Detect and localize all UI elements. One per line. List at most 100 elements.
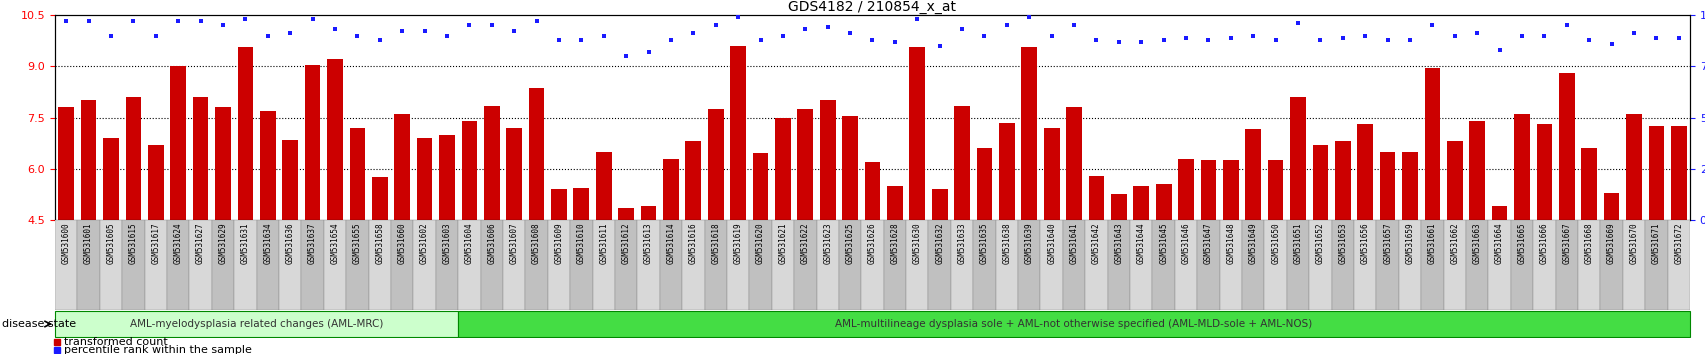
Point xyxy=(75,18,102,24)
Bar xyxy=(1175,220,1197,310)
Bar xyxy=(1357,124,1373,220)
Bar xyxy=(529,88,544,220)
Bar xyxy=(592,220,614,310)
Bar xyxy=(1222,160,1238,220)
Bar xyxy=(617,208,634,220)
Title: GDS4182 / 210854_x_at: GDS4182 / 210854_x_at xyxy=(788,0,957,14)
Text: GSM531611: GSM531611 xyxy=(598,223,609,264)
Text: transformed count: transformed count xyxy=(63,337,167,347)
Bar xyxy=(413,220,435,310)
Bar xyxy=(974,220,996,310)
Point xyxy=(702,22,730,28)
Bar xyxy=(324,220,346,310)
Point xyxy=(1575,37,1603,42)
Bar xyxy=(1088,176,1103,220)
Bar xyxy=(1311,145,1328,220)
Text: GSM531671: GSM531671 xyxy=(1650,223,1661,264)
Text: GSM531634: GSM531634 xyxy=(263,223,273,264)
Point xyxy=(612,53,639,59)
Text: GSM531663: GSM531663 xyxy=(1471,223,1482,264)
Point xyxy=(477,22,505,28)
Text: GSM531613: GSM531613 xyxy=(644,223,653,264)
Bar xyxy=(256,220,280,310)
Text: GSM531657: GSM531657 xyxy=(1383,223,1391,264)
Text: GSM531661: GSM531661 xyxy=(1427,223,1436,264)
Text: GSM531664: GSM531664 xyxy=(1494,223,1504,264)
Text: GSM531640: GSM531640 xyxy=(1047,223,1055,264)
Point xyxy=(1485,47,1512,53)
Text: GSM531626: GSM531626 xyxy=(868,223,876,264)
Bar xyxy=(281,140,298,220)
Bar xyxy=(996,220,1018,310)
Bar xyxy=(77,220,99,310)
Point xyxy=(455,22,483,28)
Bar xyxy=(817,220,839,310)
Bar xyxy=(1263,220,1286,310)
Bar xyxy=(1379,152,1395,220)
Text: GSM531656: GSM531656 xyxy=(1361,223,1369,264)
Bar xyxy=(189,220,211,310)
Point xyxy=(881,39,909,45)
Point xyxy=(142,33,169,38)
Bar xyxy=(547,220,569,310)
Text: GSM531670: GSM531670 xyxy=(1628,223,1637,264)
Point xyxy=(500,29,527,34)
Bar xyxy=(1021,47,1037,220)
Point xyxy=(858,37,885,42)
Bar xyxy=(1286,220,1308,310)
Bar xyxy=(864,162,880,220)
Bar xyxy=(551,189,566,220)
Bar xyxy=(1511,220,1533,310)
Text: GSM531625: GSM531625 xyxy=(846,223,854,264)
Bar xyxy=(726,220,748,310)
Point xyxy=(1149,37,1176,42)
Text: GSM531631: GSM531631 xyxy=(240,223,249,264)
Bar xyxy=(1132,186,1149,220)
Text: GSM531609: GSM531609 xyxy=(554,223,563,264)
Bar xyxy=(462,121,477,220)
Bar xyxy=(1669,126,1686,220)
Text: GSM531624: GSM531624 xyxy=(174,223,182,264)
Text: GSM531652: GSM531652 xyxy=(1315,223,1325,264)
Bar xyxy=(1040,220,1062,310)
Bar xyxy=(1487,220,1511,310)
Point xyxy=(568,37,595,42)
Bar xyxy=(1533,220,1555,310)
Text: GSM531645: GSM531645 xyxy=(1158,223,1168,264)
Point xyxy=(1350,33,1378,38)
Bar xyxy=(346,220,368,310)
Text: GSM531633: GSM531633 xyxy=(957,223,967,264)
Text: GSM531601: GSM531601 xyxy=(84,223,94,264)
Bar xyxy=(327,59,343,220)
Bar xyxy=(58,107,73,220)
Bar xyxy=(1043,128,1059,220)
Point xyxy=(1664,35,1691,40)
Point xyxy=(1105,39,1132,45)
Text: GSM531623: GSM531623 xyxy=(824,223,832,264)
Text: GSM531632: GSM531632 xyxy=(934,223,943,264)
Bar xyxy=(503,220,525,310)
Bar xyxy=(641,206,656,220)
Bar xyxy=(416,138,431,220)
Bar xyxy=(1442,220,1465,310)
Bar xyxy=(1178,159,1194,220)
Bar xyxy=(999,122,1014,220)
Bar xyxy=(1465,220,1487,310)
Point xyxy=(970,33,997,38)
Bar xyxy=(774,118,791,220)
Bar xyxy=(1577,220,1599,310)
Bar xyxy=(1018,220,1040,310)
Point xyxy=(188,18,215,24)
Bar xyxy=(748,220,771,310)
Point xyxy=(1262,37,1289,42)
Bar xyxy=(883,220,905,310)
Bar xyxy=(1219,220,1241,310)
Bar xyxy=(215,107,230,220)
Text: GSM531621: GSM531621 xyxy=(777,223,788,264)
Bar xyxy=(280,220,302,310)
Point xyxy=(1083,37,1110,42)
Bar xyxy=(1129,220,1153,310)
Text: GSM531608: GSM531608 xyxy=(532,223,540,264)
Point xyxy=(254,33,281,38)
Bar xyxy=(928,220,950,310)
